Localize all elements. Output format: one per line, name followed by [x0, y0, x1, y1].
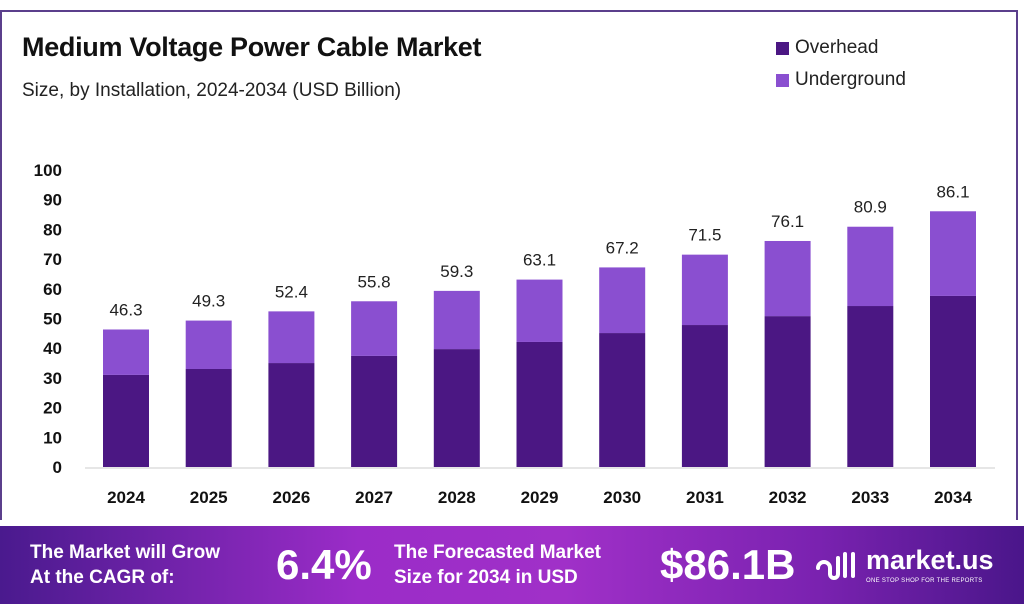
x-tick-label: 2034 [934, 488, 972, 507]
data-label-total: 55.8 [358, 272, 391, 291]
bar-underground-2026 [268, 311, 315, 364]
bar-overhead-2025 [185, 368, 232, 467]
x-tick-label: 2030 [603, 488, 641, 507]
y-tick-label: 20 [43, 399, 62, 418]
bar-underground-2033 [847, 226, 894, 307]
logo-mark-icon [816, 552, 855, 580]
data-label-total: 80.9 [854, 198, 887, 217]
stacked-bar-chart: 010203040506070809010046.3202449.3202552… [34, 161, 995, 507]
bar-overhead-2031 [681, 325, 728, 467]
bar-overhead-2030 [599, 333, 646, 467]
x-tick-label: 2025 [190, 488, 228, 507]
chart-title: Medium Voltage Power Cable Market [22, 32, 482, 62]
legend-label: Underground [795, 69, 906, 90]
y-tick-label: 0 [53, 458, 62, 477]
forecast-label-line: The Forecasted Market [394, 542, 601, 563]
bar-overhead-2034 [930, 295, 976, 467]
bar-underground-2031 [681, 254, 728, 326]
y-tick-label: 50 [43, 310, 62, 329]
legend: Overhead Underground [776, 32, 906, 96]
x-tick-label: 2026 [272, 488, 310, 507]
data-label-total: 71.5 [688, 226, 721, 245]
bar-overhead-2027 [351, 355, 398, 467]
y-tick-label: 80 [43, 220, 62, 239]
y-tick-label: 60 [43, 280, 62, 299]
legend-label: Overhead [795, 37, 879, 58]
data-label-total: 59.3 [440, 262, 473, 281]
bar-overhead-2026 [268, 363, 315, 467]
cagr-label-line: The Market will Grow [30, 542, 221, 563]
legend-item-underground: Underground [776, 64, 906, 96]
data-label-total: 46.3 [109, 300, 142, 319]
bar-overhead-2028 [433, 349, 480, 467]
cagr-value: 6.4% [276, 541, 372, 588]
forecast-value: $86.1B [660, 541, 796, 588]
data-label-total: 76.1 [771, 212, 804, 231]
logo-tagline: ONE STOP SHOP FOR THE REPORTS [866, 578, 983, 584]
x-tick-label: 2027 [355, 488, 393, 507]
x-tick-label: 2032 [769, 488, 807, 507]
y-tick-label: 70 [43, 250, 62, 269]
bar-underground-2025 [185, 320, 232, 369]
y-tick-label: 10 [43, 428, 62, 447]
logo-text: market.us [866, 545, 994, 575]
chart-subtitle: Size, by Installation, 2024-2034 (USD Bi… [22, 80, 402, 101]
cagr-label-line: At the CAGR of: [30, 567, 175, 588]
data-label-total: 86.1 [936, 182, 969, 201]
chart-frame [0, 10, 1018, 520]
bar-overhead-2024 [103, 374, 149, 467]
bar-underground-2028 [433, 290, 480, 350]
legend-item-overhead: Overhead [776, 32, 906, 64]
data-label-total: 52.4 [275, 282, 308, 301]
forecast-label: The Forecasted Market Size for 2034 in US… [394, 540, 601, 590]
bar-underground-2030 [599, 267, 646, 334]
bar-underground-2034 [930, 211, 976, 296]
bar-underground-2032 [764, 240, 811, 317]
y-tick-label: 90 [43, 191, 62, 210]
data-label-total: 63.1 [523, 251, 556, 270]
bar-underground-2029 [516, 279, 563, 342]
y-tick-label: 100 [34, 161, 62, 180]
market-us-logo: market.us ONE STOP SHOP FOR THE REPORTS [814, 544, 994, 586]
y-tick-label: 30 [43, 369, 62, 388]
bar-underground-2027 [351, 301, 398, 356]
legend-swatch [776, 41, 789, 55]
logo-text-block: market.us ONE STOP SHOP FOR THE REPORTS [866, 544, 994, 586]
bar-overhead-2032 [764, 316, 811, 467]
x-tick-label: 2028 [438, 488, 476, 507]
x-tick-label: 2031 [686, 488, 724, 507]
cagr-label: The Market will Grow At the CAGR of: [30, 540, 220, 590]
x-tick-label: 2033 [851, 488, 889, 507]
forecast-label-line: Size for 2034 in USD [394, 567, 578, 588]
bar-underground-2024 [103, 329, 149, 375]
data-label-total: 49.3 [192, 292, 225, 311]
footer-banner: The Market will Grow At the CAGR of: 6.4%… [0, 526, 1024, 604]
bar-overhead-2033 [847, 306, 894, 467]
x-tick-label: 2024 [107, 488, 145, 507]
legend-swatch [776, 73, 789, 87]
x-tick-label: 2029 [521, 488, 559, 507]
data-label-total: 67.2 [606, 238, 639, 257]
bar-overhead-2029 [516, 341, 563, 467]
y-tick-label: 40 [43, 339, 62, 358]
